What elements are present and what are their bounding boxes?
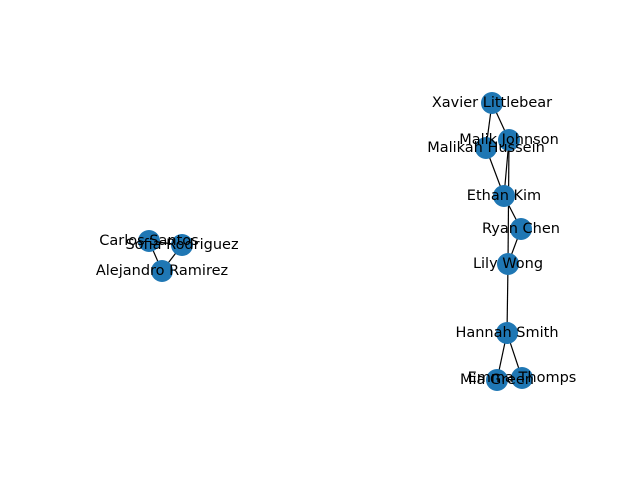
node-label-malikah: Malikah Hussein xyxy=(427,140,545,156)
node-label-malik: Malik Johnson xyxy=(459,132,559,148)
node-label-xavier: Xavier Littlebear xyxy=(432,95,552,111)
node-malikah xyxy=(475,137,497,159)
nodes-layer xyxy=(138,92,533,391)
node-label-emma: Emma Thomps xyxy=(468,370,577,386)
node-label-lily: Lily Wong xyxy=(473,256,543,272)
node-sofia xyxy=(171,234,193,256)
node-label-alejandro: Alejandro Ramirez xyxy=(96,263,228,279)
node-label-ryan: Ryan Chen xyxy=(482,221,560,237)
node-ethan xyxy=(493,185,515,207)
node-hannah xyxy=(496,322,518,344)
node-lily xyxy=(497,253,519,275)
node-label-sofia: Sofia Rodriguez xyxy=(125,237,238,253)
node-malik xyxy=(498,129,520,151)
node-label-mia: Mia Green xyxy=(460,372,534,388)
node-label-carlos: Carlos Santos xyxy=(99,233,198,249)
node-carlos xyxy=(138,230,160,252)
node-label-hannah: Hannah Smith xyxy=(455,325,558,341)
node-mia xyxy=(486,369,508,391)
node-emma xyxy=(511,367,533,389)
node-label-ethan: Ethan Kim xyxy=(467,188,541,204)
edge-lily-hannah xyxy=(506,263,509,334)
node-alejandro xyxy=(151,260,173,282)
node-xavier xyxy=(481,92,503,114)
node-ryan xyxy=(510,218,532,240)
